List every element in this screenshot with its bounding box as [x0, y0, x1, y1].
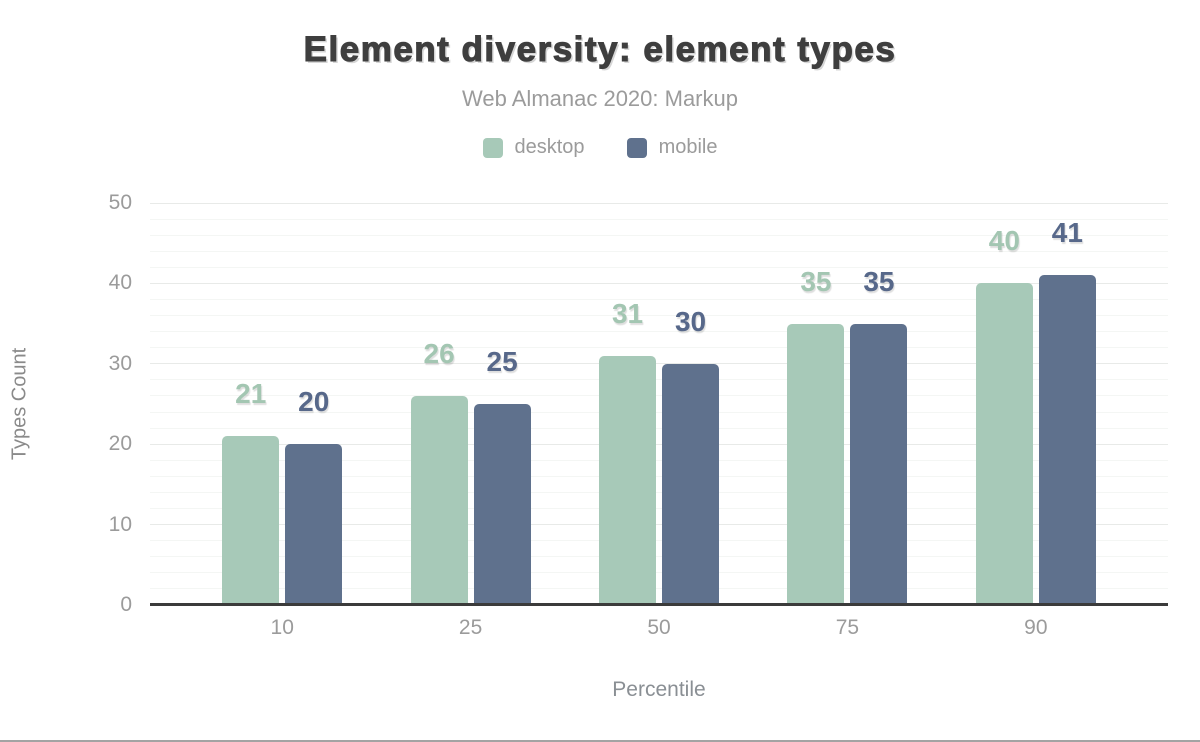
bar-mobile [850, 323, 908, 605]
bar-column-mobile: 30 [662, 305, 720, 605]
bar-value-label-desktop: 31 [611, 297, 644, 329]
bars-row: 21 20 26 25 31 30 35 35 40 41 [150, 203, 1168, 605]
bar-value-label-mobile: 41 [1051, 217, 1083, 249]
bar-value-label-desktop: 35 [800, 265, 832, 297]
chart-title: Element diversity: element types [303, 29, 897, 69]
bar-mobile [1038, 275, 1096, 605]
bar-value-label-mobile: 30 [674, 305, 707, 337]
y-tick-label: 50 [108, 191, 132, 214]
legend: desktop mobile [0, 136, 1200, 159]
x-axis-title: Percentile [612, 678, 706, 701]
bar-desktop [787, 323, 845, 605]
gridline-minor [150, 411, 1168, 413]
bar-mobile [285, 444, 343, 605]
bar-column-desktop: 40 [975, 225, 1033, 605]
y-tick-label: 10 [108, 512, 132, 536]
bar-value-label-desktop: 26 [423, 337, 455, 369]
chart-subtitle: Web Almanac 2020: Markup [462, 86, 738, 111]
gridline-minor [150, 250, 1168, 252]
bar-column-mobile: 20 [285, 386, 343, 605]
gridline-minor [150, 218, 1168, 220]
bar-mobile [473, 404, 531, 605]
gridline-minor [150, 588, 1168, 590]
bar-mobile [662, 363, 720, 605]
plot-area: 0 10 20 30 40 50 21 20 26 25 31 30 35 35 40 41 [109, 191, 1168, 616]
bar-column-mobile: 25 [473, 346, 531, 605]
bar-group-p75: 35 35 [753, 203, 941, 605]
bar-group-p25: 26 25 [376, 203, 564, 605]
gridline-major [150, 282, 1168, 284]
bar-desktop [222, 436, 280, 605]
y-tick-label: 20 [108, 432, 132, 456]
gridline-minor [150, 379, 1168, 381]
legend-item-mobile[interactable]: mobile [626, 136, 718, 159]
bar-column-desktop: 21 [222, 378, 280, 605]
y-tick-label: 30 [108, 351, 132, 375]
gridline-minor [150, 491, 1168, 493]
bar-column-desktop: 31 [599, 297, 657, 605]
bar-desktop [410, 395, 468, 605]
legend-item-desktop[interactable]: desktop [482, 136, 585, 159]
bar-desktop [599, 355, 657, 605]
y-tick-label: 40 [108, 271, 132, 295]
legend-swatch-desktop [482, 137, 503, 158]
gridline-major [150, 443, 1168, 445]
x-tick-label: 50 [647, 616, 671, 639]
gridline-minor [150, 427, 1168, 429]
gridline-major [150, 524, 1168, 526]
gridline-minor [150, 347, 1168, 349]
bar-value-label-mobile: 20 [298, 386, 330, 418]
x-tick-label: 75 [835, 616, 860, 639]
legend-swatch-mobile [626, 137, 647, 158]
x-axis-tick-labels: 10 25 50 75 90 [150, 616, 1168, 640]
bar-value-label-desktop: 21 [235, 378, 267, 410]
legend-label: mobile [658, 136, 718, 158]
gridline-major [150, 363, 1168, 365]
gridline-minor [150, 556, 1168, 558]
gridline-minor [150, 315, 1168, 317]
gridline-minor [150, 508, 1168, 510]
bar-column-desktop: 26 [410, 337, 468, 605]
bar-desktop [975, 283, 1033, 605]
gridline-minor [150, 540, 1168, 542]
bar-column-mobile: 41 [1038, 217, 1096, 605]
bar-column-mobile: 35 [850, 265, 908, 605]
bar-value-label-desktop: 40 [988, 225, 1020, 257]
bar-group-p10: 21 20 [188, 203, 376, 605]
x-axis-line [150, 603, 1168, 606]
gridline-minor [150, 298, 1168, 300]
bar-value-label-mobile: 35 [863, 265, 895, 297]
gridline-minor [150, 234, 1168, 236]
x-tick-label: 25 [458, 616, 483, 639]
y-tick-label: 0 [120, 593, 132, 616]
bar-column-desktop: 35 [787, 265, 845, 605]
bar-group-p50: 31 30 [565, 203, 753, 605]
bar-group-p90: 40 41 [942, 203, 1130, 605]
gridline-major [150, 202, 1168, 204]
y-axis-title: Types Count [8, 347, 31, 461]
gridline-minor [150, 395, 1168, 397]
gridline-minor [150, 475, 1168, 477]
gridline-minor [150, 331, 1168, 333]
gridline-minor [150, 266, 1168, 268]
gridline-minor [150, 459, 1168, 461]
legend-label: desktop [514, 136, 585, 158]
x-tick-label: 90 [1024, 616, 1048, 639]
gridline-minor [150, 572, 1168, 574]
bar-value-label-mobile: 25 [486, 346, 518, 377]
x-tick-label: 10 [270, 616, 294, 639]
